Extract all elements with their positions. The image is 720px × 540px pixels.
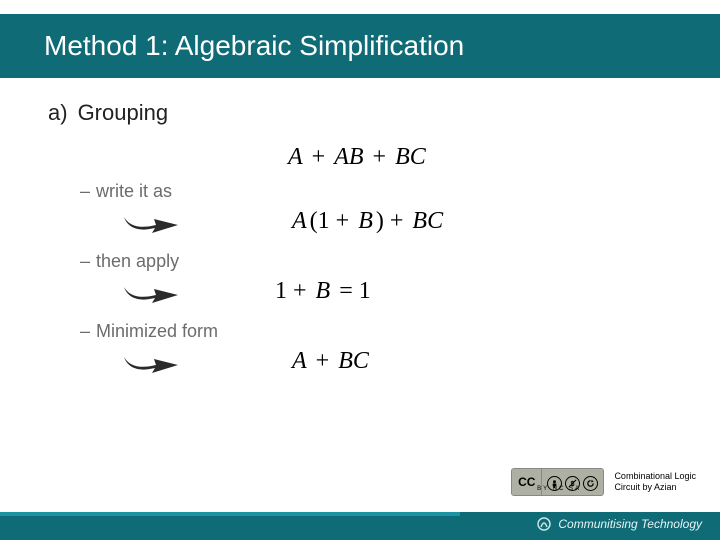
footer-bar: Communitising Technology [0,512,720,540]
footer-logo-icon [536,516,552,532]
step-1-arrow-row: A(1 + B) + BC [48,208,690,235]
slide-title: Method 1: Algebraic Simplification [44,30,464,62]
heading-letter: a) [48,100,68,125]
title-band: Method 1: Algebraic Simplification [0,14,720,78]
step-2-label: –then apply [48,251,274,272]
cc-sa-icon [583,476,598,491]
heading-text: Grouping [78,100,169,125]
footer-tagline: Communitising Technology [536,516,702,532]
license-block: CC $ BY NC SA Combinational Logic Circui… [511,468,696,496]
arrow-icon [122,209,182,235]
step-3-label-row: –Minimized form [48,321,690,342]
step-1-expression: A(1 + B) + BC [292,208,443,235]
step-2-expression: 1 + B = 1 [272,278,374,305]
step-3-label: –Minimized form [48,321,274,342]
cc-sublabels: BY NC SA [537,486,581,492]
expression-original: A + AB + BC [288,144,690,171]
slide-content: a) Grouping A + AB + BC –write it as A(1 … [48,100,690,391]
step-3-expression: A + BC [292,348,369,375]
step-1-label: –write it as [48,181,274,202]
section-heading: a) Grouping [48,100,690,126]
step-2-label-row: –then apply [48,251,690,272]
step-3-arrow-row: A + BC [48,348,690,375]
attribution-line2: Circuit by Azian [614,482,696,493]
attribution-line1: Combinational Logic [614,471,696,482]
step-1-label-row: –write it as [48,181,690,202]
arrow-icon [122,279,182,305]
arrow-icon [122,349,182,375]
step-2-arrow-row: 1 + B = 1 [48,278,690,305]
attribution: Combinational Logic Circuit by Azian [614,471,696,493]
cc-badge: CC $ BY NC SA [511,468,604,496]
